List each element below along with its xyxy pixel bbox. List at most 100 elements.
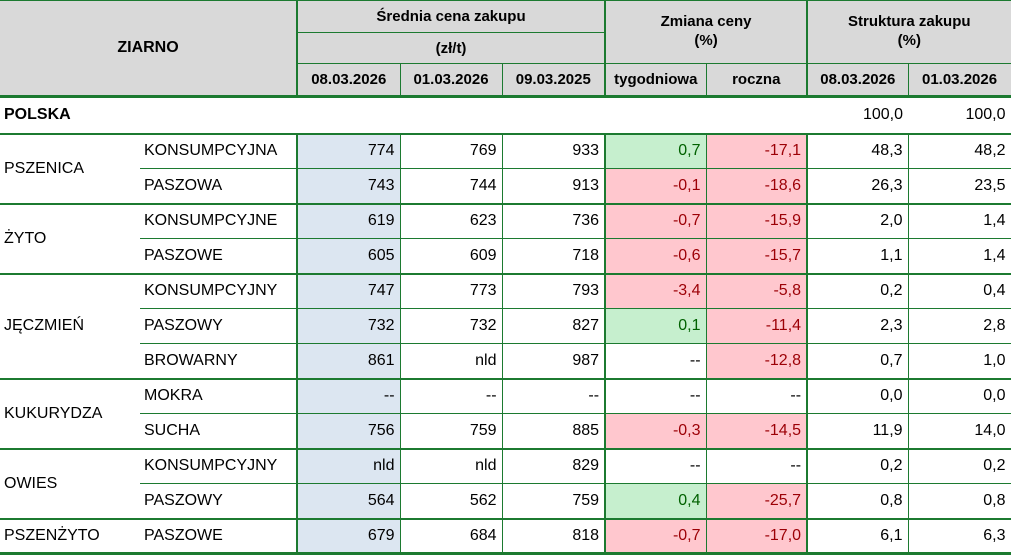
header-price-date-3: 09.03.2025	[502, 63, 607, 98]
structure-share-cell: 1,4	[908, 202, 1011, 239]
price-cell: 609	[400, 238, 503, 274]
price-cell: 773	[400, 272, 503, 309]
commodity-type-cell: SUCHA	[140, 413, 299, 449]
structure-share-cell: 0,8	[807, 483, 909, 519]
weekly-change-cell: 0,1	[605, 308, 707, 344]
weekly-change-cell: -0,3	[605, 413, 707, 449]
summary-change-spacer	[605, 96, 808, 135]
structure-share-cell: 0,2	[807, 272, 909, 309]
structure-share-cell: 2,8	[908, 308, 1011, 344]
commodity-type-cell: KONSUMPCYJNY	[140, 272, 299, 309]
price-cell: nld	[400, 447, 503, 484]
structure-share-cell: 26,3	[807, 168, 909, 204]
header-change-title-line: Zmiana ceny	[660, 13, 752, 31]
structure-share-cell: 1,4	[908, 238, 1011, 274]
structure-share-cell: 0,4	[908, 272, 1011, 309]
structure-share-cell: 6,3	[908, 517, 1011, 555]
price-cell: 885	[502, 413, 607, 449]
structure-share-cell: 23,5	[908, 168, 1011, 204]
summary-structure-cell: 100,0	[908, 96, 1011, 135]
summary-row: POLSKA 100,0 100,0	[0, 96, 1011, 135]
weekly-change-cell: -3,4	[605, 272, 707, 309]
header-structure-title: Struktura zakupu (%)	[807, 0, 1011, 64]
commodity-type-cell: PASZOWY	[140, 483, 299, 519]
price-cell: 829	[502, 447, 607, 484]
price-cell: 987	[502, 343, 607, 379]
structure-share-cell: 11,9	[807, 413, 909, 449]
yearly-change-cell: -15,7	[706, 238, 809, 274]
structure-share-cell: 2,0	[807, 202, 909, 239]
price-cell: 759	[502, 483, 607, 519]
category-cell: PSZENŻYTO	[0, 517, 140, 555]
price-cell: nld	[297, 447, 401, 484]
commodity-type-cell: PASZOWY	[140, 308, 299, 344]
commodity-type-cell: PASZOWE	[140, 517, 299, 555]
commodity-type-cell: PASZOWE	[140, 238, 299, 274]
price-cell: 605	[297, 238, 401, 274]
header-price-date-2: 01.03.2026	[400, 63, 503, 98]
yearly-change-cell: -12,8	[706, 343, 809, 379]
structure-share-cell: 0,7	[807, 343, 909, 379]
header-structure-unit: (%)	[897, 32, 921, 49]
price-cell: 564	[297, 483, 401, 519]
price-cell: 933	[502, 132, 607, 169]
price-cell: 562	[400, 483, 503, 519]
structure-share-cell: 48,2	[908, 132, 1011, 169]
weekly-change-cell: -0,7	[605, 202, 707, 239]
price-cell: 743	[297, 168, 401, 204]
table-row: BROWARNY 861 nld 987 -- -12,8 0,7 1,0	[0, 343, 1011, 379]
structure-share-cell: 0,0	[807, 377, 909, 414]
category-cell: OWIES	[0, 447, 140, 519]
price-cell: 679	[297, 517, 401, 555]
structure-share-cell: 0,8	[908, 483, 1011, 519]
header-avg-price-unit: (zł/t)	[297, 32, 607, 64]
commodity-type-cell: KONSUMPCYJNY	[140, 447, 299, 484]
price-cell: --	[400, 377, 503, 414]
category-cell: KUKURYDZA	[0, 377, 140, 449]
yearly-change-cell: -11,4	[706, 308, 809, 344]
commodity-type-cell: BROWARNY	[140, 343, 299, 379]
structure-share-cell: 0,0	[908, 377, 1011, 414]
structure-share-cell: 1,0	[908, 343, 1011, 379]
weekly-change-cell: --	[605, 377, 707, 414]
yearly-change-cell: -17,1	[706, 132, 809, 169]
structure-share-cell: 1,1	[807, 238, 909, 274]
table-row: SUCHA 756 759 885 -0,3 -14,5 11,9 14,0	[0, 413, 1011, 449]
weekly-change-cell: --	[605, 343, 707, 379]
structure-share-cell: 14,0	[908, 413, 1011, 449]
price-cell: 744	[400, 168, 503, 204]
price-cell: 747	[297, 272, 401, 309]
summary-prices-spacer	[297, 96, 606, 135]
structure-share-cell: 2,3	[807, 308, 909, 344]
yearly-change-cell: -14,5	[706, 413, 809, 449]
price-cell: 827	[502, 308, 607, 344]
table-body: POLSKA 100,0 100,0 PSZENICA KONSUMPCYJNA 774 7…	[0, 96, 1011, 555]
header-change-unit: (%)	[694, 32, 718, 49]
yearly-change-cell: -15,9	[706, 202, 809, 239]
price-cell: 793	[502, 272, 607, 309]
header-structure-date-1: 08.03.2026	[807, 63, 909, 98]
weekly-change-cell: 0,4	[605, 483, 707, 519]
header-avg-price-title: Średnia cena zakupu	[297, 0, 607, 33]
yearly-change-cell: -17,0	[706, 517, 809, 555]
table-header: ZIARNO Średnia cena zakupu Zmiana ceny (…	[0, 0, 1011, 98]
price-cell: 861	[297, 343, 401, 379]
table-row: PASZOWA 743 744 913 -0,1 -18,6 26,3 23,5	[0, 168, 1011, 204]
yearly-change-cell: -25,7	[706, 483, 809, 519]
price-cell: 732	[400, 308, 503, 344]
header-change-title: Zmiana ceny (%)	[605, 0, 809, 64]
table-row: JĘCZMIEŃ KONSUMPCYJNY 747 773 793 -3,4 -5,8 0,2…	[0, 272, 1011, 379]
yearly-change-cell: -18,6	[706, 168, 809, 204]
table-row: PSZENICA KONSUMPCYJNA 774 769 933 0,7 -17,1 48,…	[0, 132, 1011, 204]
price-cell: 619	[297, 202, 401, 239]
price-cell: --	[297, 377, 401, 414]
table-row: KUKURYDZA MOKRA -- -- -- -- -- 0,0 0,0	[0, 377, 1011, 449]
table-row: PASZOWY 732 732 827 0,1 -11,4 2,3 2,8	[0, 308, 1011, 344]
price-cell: 623	[400, 202, 503, 239]
structure-share-cell: 6,1	[807, 517, 909, 555]
price-cell: 774	[297, 132, 401, 169]
structure-share-cell: 48,3	[807, 132, 909, 169]
header-price-date-1: 08.03.2026	[297, 63, 401, 98]
price-cell: 769	[400, 132, 503, 169]
commodity-type-cell: PASZOWA	[140, 168, 299, 204]
